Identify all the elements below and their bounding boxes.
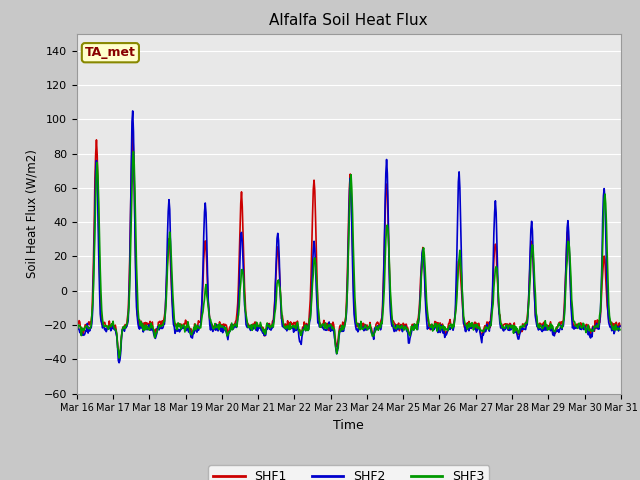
Text: TA_met: TA_met (85, 46, 136, 59)
SHF3 (224, 332, 232, 338)
Line: SHF1: SHF1 (77, 132, 620, 359)
SHF2 (115, 360, 123, 366)
SHF1 (83, 322, 90, 328)
SHF3 (130, 149, 138, 155)
Legend: SHF1, SHF2, SHF3: SHF1, SHF2, SHF3 (209, 465, 489, 480)
SHF1 (129, 130, 136, 135)
Line: SHF3: SHF3 (77, 152, 620, 358)
SHF1 (73, 319, 81, 324)
SHF3 (140, 324, 148, 329)
Title: Alfalfa Soil Heat Flux: Alfalfa Soil Heat Flux (269, 13, 428, 28)
SHF1 (616, 324, 624, 329)
SHF2 (83, 328, 90, 334)
SHF1 (140, 320, 148, 326)
SHF3 (432, 324, 440, 329)
SHF3 (616, 327, 624, 333)
SHF1 (195, 319, 203, 325)
Y-axis label: Soil Heat Flux (W/m2): Soil Heat Flux (W/m2) (25, 149, 38, 278)
SHF2 (416, 300, 424, 306)
SHF1 (115, 356, 123, 362)
X-axis label: Time: Time (333, 419, 364, 432)
SHF3 (416, 305, 424, 311)
SHF3 (73, 324, 81, 329)
SHF1 (432, 320, 440, 326)
SHF2 (129, 108, 136, 114)
SHF2 (140, 326, 148, 332)
SHF1 (416, 296, 424, 301)
SHF3 (115, 355, 123, 361)
Line: SHF2: SHF2 (77, 111, 620, 363)
SHF2 (73, 326, 81, 332)
SHF3 (83, 323, 90, 328)
SHF2 (195, 325, 203, 331)
SHF2 (616, 323, 624, 329)
SHF1 (224, 332, 232, 337)
SHF2 (224, 337, 232, 343)
SHF2 (432, 324, 440, 329)
SHF3 (195, 325, 203, 331)
